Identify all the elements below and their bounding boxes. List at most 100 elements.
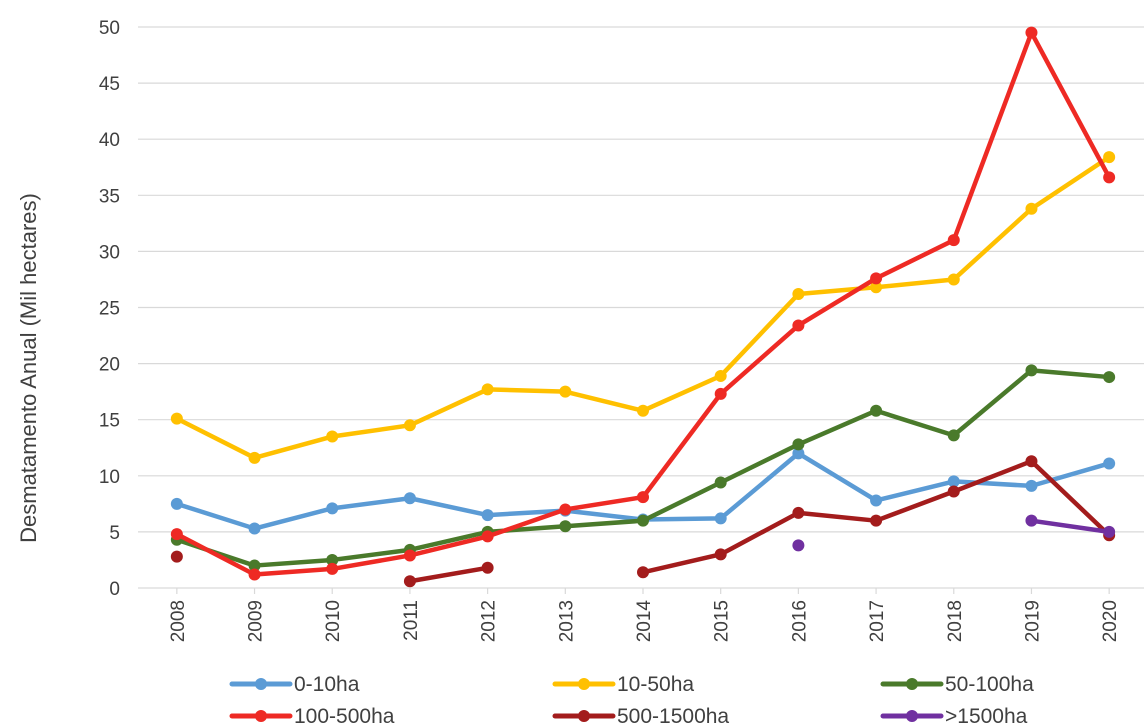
data-point [870,272,883,285]
legend-label: 0-10ha [294,673,360,696]
data-point [792,539,805,552]
y-tick-label: 0 [109,579,120,600]
legend-label: >1500ha [945,705,1028,728]
legend-marker [578,678,590,690]
data-point [481,383,494,396]
data-point [1103,171,1116,184]
data-point [326,502,339,515]
data-point [1025,202,1038,215]
data-point [326,430,339,443]
y-tick-label: 45 [99,74,120,95]
y-tick-label: 20 [99,355,120,376]
data-point [1103,371,1116,384]
y-tick-label: 50 [99,18,120,39]
x-tick-label: 2019 [1022,600,1043,642]
data-point [1025,455,1038,468]
data-point [637,404,649,417]
data-point [637,491,649,504]
data-point [248,568,261,581]
data-point [714,548,727,561]
series-layer [170,26,1116,588]
series-50-100ha [170,364,1116,572]
data-point [792,288,805,301]
data-point [870,514,883,527]
legend-item: 100-500ha [229,705,395,728]
x-tick-label: 2017 [867,600,888,642]
data-point [170,528,183,541]
series-line [1029,518,1112,535]
data-point [1025,364,1038,377]
series-10-50ha [170,151,1116,464]
gridlines [138,26,1144,589]
legend-label: 50-100ha [945,673,1034,696]
series-line [407,565,490,584]
data-point [248,522,261,535]
data-point [947,485,960,498]
data-point [170,497,183,510]
legend-item: >1500ha [880,705,1028,728]
legend-marker [255,678,267,690]
data-point [637,566,649,579]
data-point [1103,525,1116,538]
data-point [947,273,960,286]
data-point [947,475,960,488]
x-tick-label: 2011 [401,600,422,641]
data-point [792,506,805,519]
data-point [1025,26,1038,39]
legend-marker [906,710,918,722]
series-100-500ha [170,26,1116,581]
legend-item: 50-100ha [880,673,1034,696]
legend-item: 500-1500ha [552,705,729,728]
data-point [481,530,494,543]
data-point [403,492,416,505]
data-point [947,234,960,247]
y-axis-title: Desmatamento Anual (Mil hectares) [16,193,41,543]
data-point [170,412,183,425]
data-point [481,509,494,522]
data-point [714,476,727,489]
series-line [174,368,1112,568]
x-tick-label: 2018 [945,600,966,642]
data-point [792,438,805,451]
x-tick-label: 2014 [634,600,655,643]
x-tick-label: 2010 [323,600,344,642]
data-point [170,550,183,563]
data-point [870,404,883,417]
data-point [248,451,261,464]
x-axis-ticks: 2008 2009 2010 2011 2012 2013 2014 2015 2016 2017… [168,588,1121,642]
legend-marker [906,678,918,690]
data-point [792,447,805,460]
data-point [1103,151,1116,164]
legend-item: 10-50ha [552,673,694,696]
x-tick-label: 2008 [168,600,189,642]
legend: 0-10ha 10-50ha 50-100ha 100-500ha 500-1500ha… [229,673,1034,728]
data-point [1025,514,1038,527]
x-tick-label: 2016 [789,600,810,642]
data-point [248,559,261,572]
data-point [481,561,494,574]
data-point [326,553,339,566]
x-tick-label: 2013 [556,600,577,642]
legend-label: 10-50ha [617,673,694,696]
data-point [403,575,416,588]
y-tick-label: 25 [99,299,120,320]
data-point [1025,479,1038,492]
y-tick-label: 10 [99,467,120,488]
y-tick-label: 40 [99,130,120,151]
data-point [1103,457,1116,470]
data-point [559,520,572,533]
data-point [714,512,727,525]
y-tick-label: 15 [99,411,120,432]
x-tick-label: 2009 [246,600,267,642]
x-tick-label: 2020 [1100,600,1121,642]
data-point [870,494,883,507]
legend-marker [578,710,590,722]
x-tick-label: 2012 [479,600,500,642]
legend-label: 500-1500ha [617,705,729,728]
y-axis-ticks: 0 5 10 15 20 25 30 35 40 45 50 [99,18,120,600]
x-tick-label: 2015 [712,600,733,642]
data-point [326,562,339,575]
data-point [714,387,727,400]
data-point [403,419,416,432]
